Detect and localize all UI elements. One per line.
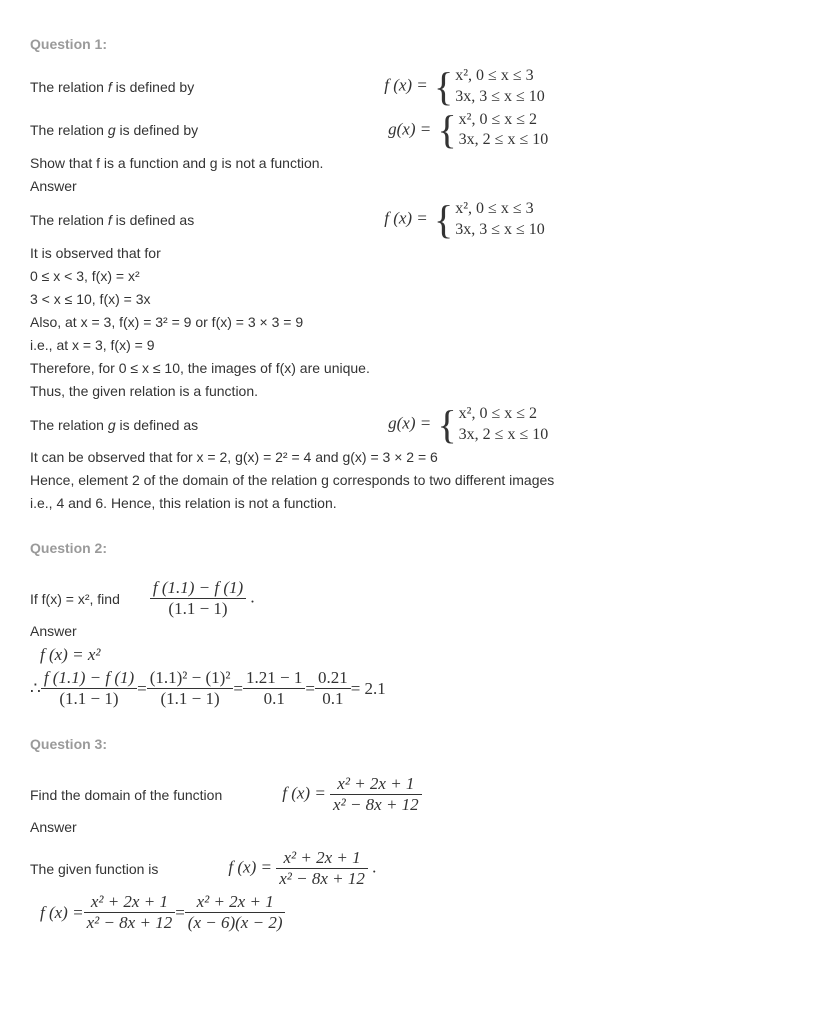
fx-case1: x², 0 ≤ x ≤ 3 — [455, 66, 545, 87]
q1-gx-defined-as: The relation g is defined as g(x) = { x²… — [30, 404, 797, 446]
q2-solution: ∴ f (1.1) − f (1) (1.1 − 1) = (1.1)² − (… — [30, 668, 797, 709]
q3-given-pre: The given function is — [30, 861, 158, 877]
q2-if-pre: If f(x) = x², find — [30, 591, 120, 607]
q1-gobs2: Hence, element 2 of the domain of the re… — [30, 470, 797, 491]
gx-lhs: g(x) = — [388, 119, 435, 138]
q1-fx-def-line: The relation f is defined by f (x) = { x… — [30, 66, 797, 108]
fx-piecewise: { x², 0 ≤ x ≤ 3 3x, 3 ≤ x ≤ 10 — [434, 66, 545, 108]
q1-gobs3: i.e., 4 and 6. Hence, this relation is n… — [30, 493, 797, 514]
question1-title: Question 1: — [30, 36, 797, 52]
q1-obs3: Also, at x = 3, f(x) = 3² = 9 or f(x) = … — [30, 312, 797, 333]
q3-frac: x² + 2x + 1 x² − 8x + 12 — [330, 774, 422, 815]
gx-case1: x², 0 ≤ x ≤ 2 — [459, 110, 549, 131]
question3-title: Question 3: — [30, 736, 797, 752]
q1-line1-pre: The relation f is defined by — [30, 79, 194, 95]
q2-eq1: f (x) = x² — [40, 645, 797, 665]
q1-fx-defined-as: The relation f is defined as f (x) = { x… — [30, 199, 797, 241]
q3-find-pre: Find the domain of the function — [30, 787, 222, 803]
q1-obs2: 3 < x ≤ 10, f(x) = 3x — [30, 289, 797, 310]
q1-gobs1: It can be observed that for x = 2, g(x) … — [30, 447, 797, 468]
q3-answer: Answer — [30, 817, 797, 838]
gx-piecewise: { x², 0 ≤ x ≤ 2 3x, 2 ≤ x ≤ 10 — [437, 110, 548, 152]
q2-answer: Answer — [30, 621, 797, 642]
q3-given: The given function is f (x) = x² + 2x + … — [30, 848, 797, 889]
q1-answer: Answer — [30, 176, 797, 197]
gx-case2: 3x, 2 ≤ x ≤ 10 — [459, 130, 549, 151]
fx-lhs: f (x) = — [384, 76, 432, 95]
q1-line2-pre: The relation g is defined by — [30, 122, 198, 138]
q2-frac-prompt: f (1.1) − f (1) (1.1 − 1) — [150, 578, 246, 619]
question2-title: Question 2: — [30, 540, 797, 556]
q1-obs6: Thus, the given relation is a function. — [30, 381, 797, 402]
q3-prompt: Find the domain of the function f (x) = … — [30, 774, 797, 815]
q3-factored: f (x) = x² + 2x + 1 x² − 8x + 12 = x² + … — [40, 892, 797, 933]
q1-show: Show that f is a function and g is not a… — [30, 153, 797, 174]
fx-case2: 3x, 3 ≤ x ≤ 10 — [455, 87, 545, 108]
q2-prompt: If f(x) = x², find f (1.1) − f (1) (1.1 … — [30, 578, 797, 619]
q1-gx-def-line: The relation g is defined by g(x) = { x²… — [30, 110, 797, 152]
q1-obs4: i.e., at x = 3, f(x) = 9 — [30, 335, 797, 356]
q1-obs1: 0 ≤ x < 3, f(x) = x² — [30, 266, 797, 287]
q1-obs5: Therefore, for 0 ≤ x ≤ 10, the images of… — [30, 358, 797, 379]
q1-obs: It is observed that for — [30, 243, 797, 264]
